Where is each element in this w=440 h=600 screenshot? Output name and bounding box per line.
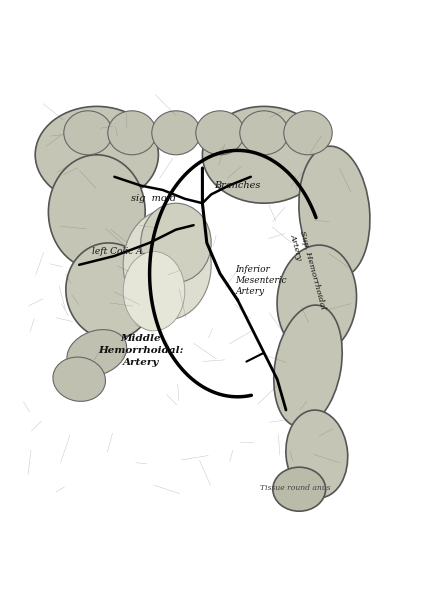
Ellipse shape: [66, 243, 154, 340]
Ellipse shape: [53, 357, 106, 401]
Text: left Colic A.: left Colic A.: [92, 247, 146, 256]
Ellipse shape: [240, 111, 288, 155]
Ellipse shape: [141, 203, 211, 283]
Text: Inferior
Mesenteric
Artery: Inferior Mesenteric Artery: [235, 265, 287, 296]
Ellipse shape: [202, 106, 326, 203]
Ellipse shape: [277, 245, 356, 355]
Ellipse shape: [123, 210, 211, 320]
Text: Sup. Hemorrhoidal
Artery: Sup. Hemorrhoidal Artery: [288, 230, 326, 313]
Ellipse shape: [152, 111, 200, 155]
Text: Tissue round anus: Tissue round anus: [260, 484, 330, 492]
Ellipse shape: [67, 329, 127, 376]
Ellipse shape: [108, 111, 156, 155]
Ellipse shape: [48, 155, 145, 269]
Ellipse shape: [35, 106, 158, 203]
Ellipse shape: [286, 410, 348, 498]
Text: Branches: Branches: [214, 181, 261, 190]
Ellipse shape: [274, 305, 342, 427]
Ellipse shape: [273, 467, 326, 511]
Ellipse shape: [284, 111, 332, 155]
Ellipse shape: [123, 251, 185, 331]
Ellipse shape: [196, 111, 244, 155]
Text: sig  moid: sig moid: [132, 194, 176, 203]
Text: Middle
Hemorrhoidal:
Artery: Middle Hemorrhoidal: Artery: [98, 334, 183, 367]
Ellipse shape: [299, 146, 370, 278]
Ellipse shape: [64, 111, 112, 155]
